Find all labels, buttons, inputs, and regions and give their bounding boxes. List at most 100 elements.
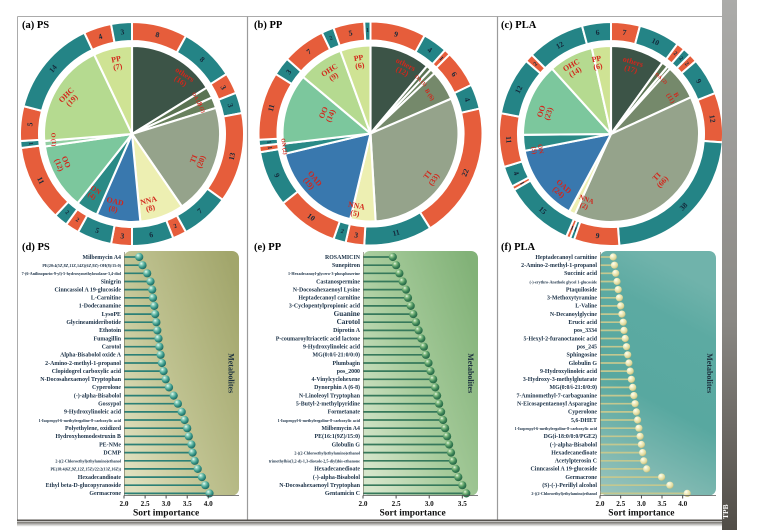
svg-text:3.0: 3.0 xyxy=(425,500,434,508)
svg-text:1: 1 xyxy=(27,142,33,146)
svg-text:1: 1 xyxy=(518,181,525,187)
svg-text:2-((2-Chloroethyl)ethylamino)e: 2-((2-Chloroethyl)ethylamino)ethanol xyxy=(55,459,122,464)
svg-text:8: 8 xyxy=(198,55,207,64)
svg-text:Ethotoin: Ethotoin xyxy=(99,328,122,334)
svg-text:O (1): O (1) xyxy=(49,132,57,146)
svg-text:2: 2 xyxy=(329,35,334,42)
svg-text:pos_3334: pos_3334 xyxy=(574,328,597,334)
svg-text:ON(5): ON(5) xyxy=(529,144,544,157)
svg-text:ROSAMICIN: ROSAMICIN xyxy=(325,255,361,261)
svg-text:2.5: 2.5 xyxy=(616,500,625,508)
svg-text:(d) PS: (d) PS xyxy=(22,242,50,253)
svg-text:2.5: 2.5 xyxy=(392,500,401,508)
svg-text:PE-NMe: PE-NMe xyxy=(99,442,121,448)
svg-text:12: 12 xyxy=(707,114,717,123)
svg-text:Dynorphin A (6-8): Dynorphin A (6-8) xyxy=(314,384,360,391)
svg-text:Ethyl beta-D-glucopyranoside: Ethyl beta-D-glucopyranoside xyxy=(46,483,122,489)
svg-text:(b) PP: (b) PP xyxy=(254,20,283,31)
svg-text:N-Docosahexaenoyl Lysine: N-Docosahexaenoyl Lysine xyxy=(293,287,361,293)
svg-text:9: 9 xyxy=(694,77,704,85)
svg-text:(-)-alpha-Bisabolol: (-)-alpha-Bisabolol xyxy=(550,441,597,448)
svg-text:2: 2 xyxy=(672,51,678,58)
svg-text:trimethylbis(3,2-d)-1,3-dioxol: trimethylbis(3,2-d)-1,3-dioxole-2,5-diyl… xyxy=(269,459,360,464)
svg-text:Castanospermine: Castanospermine xyxy=(316,279,360,285)
svg-text:Germacrone: Germacrone xyxy=(565,475,597,481)
svg-text:(-)-alpha-Bisabolol: (-)-alpha-Bisabolol xyxy=(74,392,121,399)
svg-text:N-Eicosapentaenoyl Asparagine: N-Eicosapentaenoyl Asparagine xyxy=(517,402,597,408)
svg-text:Alpha-Bisabolol oxide A: Alpha-Bisabolol oxide A xyxy=(60,353,122,359)
svg-text:(c) PLA: (c) PLA xyxy=(501,20,537,31)
svg-text:Germacrone: Germacrone xyxy=(89,491,121,497)
svg-text:3-Methoxytyramine: 3-Methoxytyramine xyxy=(547,296,597,302)
svg-text:PE(18:4(6Z,9Z,12Z,15Z)/22:2(13: PE(18:4(6Z,9Z,12Z,15Z)/22:2(13Z,16Z)) xyxy=(50,467,121,472)
svg-text:Milbemycin A4: Milbemycin A4 xyxy=(83,255,122,261)
svg-text:4.0: 4.0 xyxy=(678,500,687,508)
svg-text:PP(6): PP(6) xyxy=(591,53,604,71)
svg-text:Acetylpterosin C: Acetylpterosin C xyxy=(555,459,597,465)
svg-text:3: 3 xyxy=(226,102,236,108)
svg-text:Diprotin A: Diprotin A xyxy=(333,328,361,334)
svg-text:2: 2 xyxy=(64,210,70,217)
svg-text:L-Valine: L-Valine xyxy=(575,304,597,310)
svg-text:pos_2000: pos_2000 xyxy=(337,369,360,375)
svg-text:3-Cyclopentylpropionic acid: 3-Cyclopentylpropionic acid xyxy=(289,304,361,310)
svg-text:Erucic acid: Erucic acid xyxy=(568,320,597,326)
svg-text:PE(20:4(5Z,8Z,11Z,14Z)(6Z,9Z)-: PE(20:4(5Z,8Z,11Z,14Z)(6Z,9Z)-OH(8)/15:0… xyxy=(42,263,121,268)
svg-text:2: 2 xyxy=(678,56,684,62)
svg-text:Glycineamideribotide: Glycineamideribotide xyxy=(66,320,121,326)
svg-text:(-)-erythro-Anethole glycol 1-: (-)-erythro-Anethole glycol 1-glucoside xyxy=(530,279,598,284)
svg-text:Carotol: Carotol xyxy=(337,318,360,326)
svg-text:9: 9 xyxy=(595,231,600,240)
svg-text:Cinncassiol A 19-glucoside: Cinncassiol A 19-glucoside xyxy=(55,287,122,293)
svg-text:Gossypol: Gossypol xyxy=(98,402,121,408)
svg-text:Guanine: Guanine xyxy=(334,310,360,318)
svg-text:9: 9 xyxy=(272,172,282,179)
svg-text:1-Hexadecanoyl-glycero-3-phosp: 1-Hexadecanoyl-glycero-3-phosphoserine xyxy=(288,271,360,276)
svg-text:2.0: 2.0 xyxy=(359,500,368,508)
svg-text:2.0: 2.0 xyxy=(596,500,605,508)
svg-text:pos_245: pos_245 xyxy=(577,345,597,351)
svg-text:1: 1 xyxy=(366,28,369,34)
svg-text:7: 7 xyxy=(622,28,627,37)
svg-text:Sunepitron: Sunepitron xyxy=(332,263,361,269)
svg-text:OO(23): OO(23) xyxy=(535,103,555,121)
svg-text:B (2): B (2) xyxy=(196,101,206,114)
svg-text:Metabolites: Metabolites xyxy=(227,353,236,393)
svg-text:Polyethylene, oxidized: Polyethylene, oxidized xyxy=(65,426,122,432)
svg-text:2-Amino-2-methyl-1-propanol: 2-Amino-2-methyl-1-propanol xyxy=(45,361,121,367)
svg-text:Hydroxyhomodestruxin B: Hydroxyhomodestruxin B xyxy=(55,434,121,440)
svg-text:(a) PS: (a) PS xyxy=(22,20,49,31)
svg-text:MG(0:0/i-21:0/0:0): MG(0:0/i-21:0/0:0) xyxy=(550,384,597,391)
svg-text:NNA(2): NNA(2) xyxy=(575,193,594,212)
svg-text:(e) PP: (e) PP xyxy=(254,242,282,253)
svg-text:11: 11 xyxy=(504,136,513,144)
svg-text:1: 1 xyxy=(438,56,444,62)
svg-text:1: 1 xyxy=(266,146,272,150)
svg-text:Metabolites: Metabolites xyxy=(466,353,475,393)
svg-text:5: 5 xyxy=(94,226,101,236)
svg-text:Sort importance: Sort importance xyxy=(608,509,674,519)
svg-text:2-Amino-2-methyl-1-propanol: 2-Amino-2-methyl-1-propanol xyxy=(521,263,597,269)
svg-text:B(11): B(11) xyxy=(664,89,681,105)
svg-text:10: 10 xyxy=(305,211,317,223)
svg-text:DCMP: DCMP xyxy=(103,450,121,456)
svg-text:1: 1 xyxy=(573,227,578,234)
svg-text:Sort importance: Sort importance xyxy=(133,509,199,519)
svg-text:Formetanate: Formetanate xyxy=(328,410,361,416)
svg-text:4.0: 4.0 xyxy=(204,500,213,508)
svg-text:(S)-(-)-Perillyl alcohol: (S)-(-)-Perillyl alcohol xyxy=(542,482,597,489)
svg-text:9-Hydroxylinoleic acid: 9-Hydroxylinoleic acid xyxy=(540,369,598,375)
svg-text:11: 11 xyxy=(391,227,400,238)
svg-text:3: 3 xyxy=(120,231,125,240)
svg-text:4: 4 xyxy=(462,96,472,103)
svg-text:(f) PLA: (f) PLA xyxy=(501,242,536,253)
svg-text:10: 10 xyxy=(650,36,661,47)
svg-text:L-Carnitine: L-Carnitine xyxy=(91,296,121,302)
svg-text:3.5: 3.5 xyxy=(183,500,192,508)
svg-text:22: 22 xyxy=(460,167,471,178)
svg-text:14: 14 xyxy=(47,63,59,75)
svg-text:N-Docosahexaenoyl Tryptophan: N-Docosahexaenoyl Tryptophan xyxy=(279,483,361,489)
svg-text:2-((2-Chloroethyl)ethylamino)e: 2-((2-Chloroethyl)ethylamino)ethanol xyxy=(294,450,361,455)
svg-text:2: 2 xyxy=(340,229,345,236)
svg-text:3.5: 3.5 xyxy=(658,500,667,508)
